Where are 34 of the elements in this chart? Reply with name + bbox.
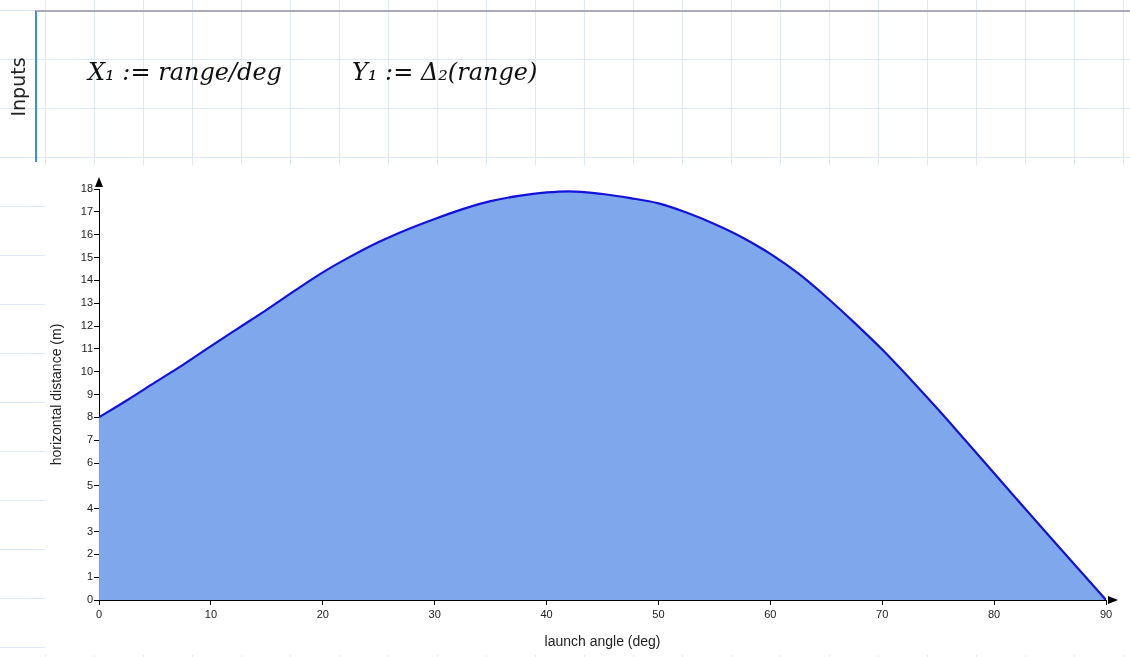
y-tick-label: 15 <box>80 250 94 263</box>
y-tick-label: 4 <box>86 501 94 514</box>
y-tick-label: 5 <box>86 478 94 491</box>
x-tick-label: 40 <box>540 607 553 620</box>
y-tick-label: 2 <box>86 547 94 560</box>
y-tick-label: 0 <box>86 593 94 606</box>
text: Inputs <box>7 57 29 117</box>
y-axis-title: horizontal distance (m) <box>48 323 65 466</box>
y-tick-label: 1 <box>86 570 94 583</box>
y-tick-label: 16 <box>80 227 94 240</box>
x-tick-label: 20 <box>316 607 329 620</box>
y-tick-label: 8 <box>86 410 94 423</box>
x-tick-label: 0 <box>95 607 103 620</box>
y-tick-label: 10 <box>80 364 94 377</box>
x-tick-label: 70 <box>876 607 889 620</box>
x-tick-label: 10 <box>204 607 218 620</box>
y-tick-label: 9 <box>86 387 94 400</box>
y-tick-label: 7 <box>86 433 94 446</box>
x-tick-label: 30 <box>428 607 441 620</box>
y-tick-label: 18 <box>80 182 94 195</box>
y-tick-label: 13 <box>80 296 94 309</box>
x-tick-label: 80 <box>987 607 1001 620</box>
y-tick-label: 11 <box>81 341 94 354</box>
x-tick-label: 50 <box>652 607 665 620</box>
x-tick-label: 90 <box>1099 607 1113 620</box>
y-tick-label: 12 <box>80 319 94 332</box>
text: X₁ := range/deg <box>88 58 282 86</box>
text: Y₁ := Δ₂(range) <box>352 58 538 86</box>
y-tick-label: 6 <box>86 456 94 469</box>
y-tick-label: 3 <box>86 524 94 537</box>
y-tick-label: 14 <box>80 273 94 286</box>
x-axis-title: launch angle (deg) <box>544 633 661 650</box>
x-tick-label: 60 <box>764 607 777 620</box>
y-tick-label: 17 <box>80 204 94 217</box>
